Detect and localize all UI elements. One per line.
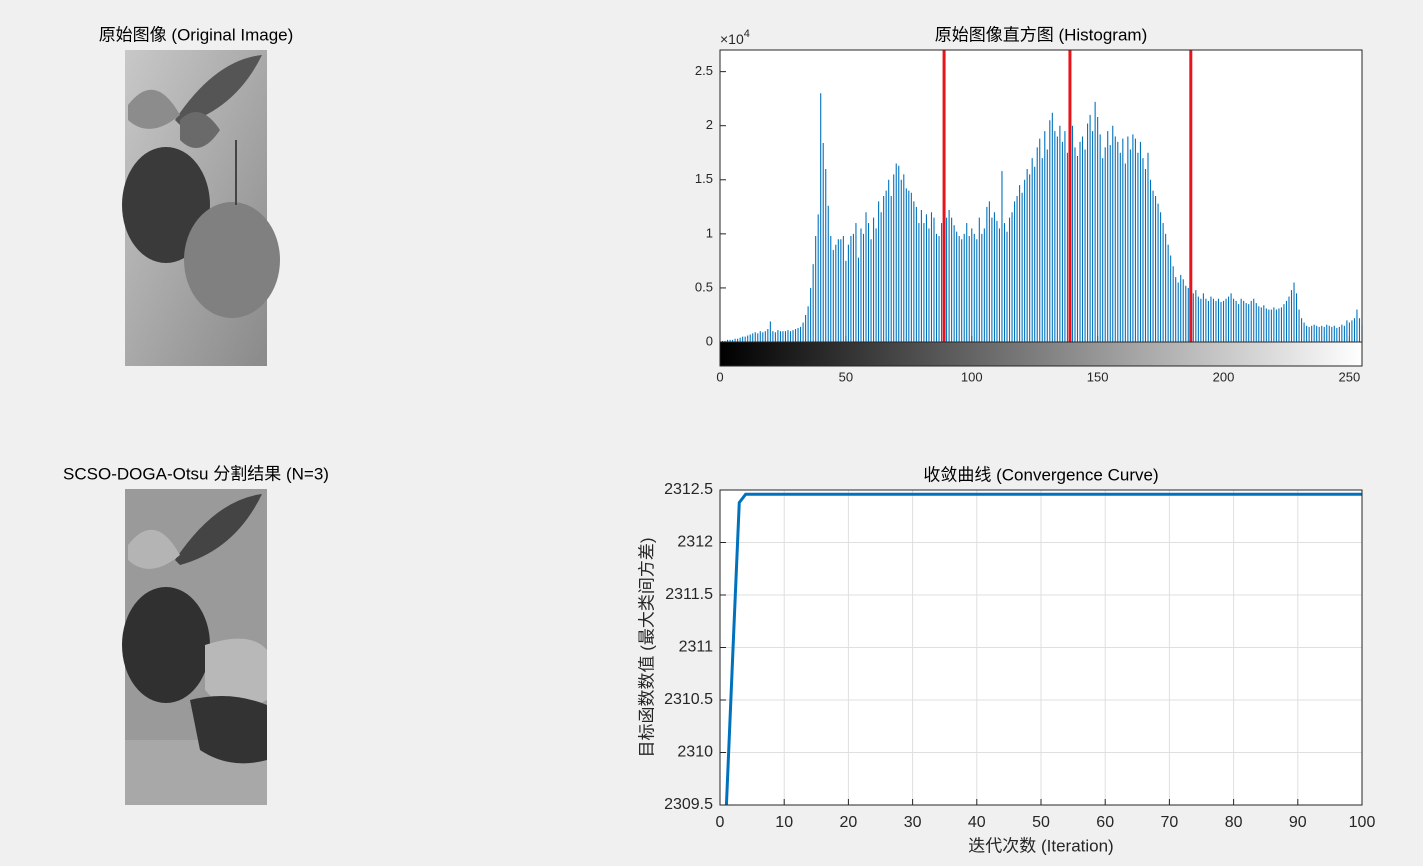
y-tick-label: 2310 (677, 744, 713, 761)
y-tick-label: 2312.5 (664, 481, 713, 498)
axes-box (719, 489, 1363, 806)
x-tick-label: 60 (1096, 814, 1114, 831)
y-tick-label: 2311.5 (665, 586, 713, 603)
segmented-image (122, 489, 267, 805)
x-tick-label: 200 (1213, 369, 1235, 384)
chart-title: 原始图像直方图 (Histogram) (935, 25, 1148, 44)
y-exponent: ×104 (720, 28, 750, 47)
x-tick-label: 10 (775, 814, 793, 831)
x-tick-label: 0 (716, 369, 723, 384)
x-tick-label: 100 (961, 369, 983, 384)
x-axis-label: 迭代次数 (Iteration) (968, 836, 1113, 855)
y-tick-label: 2312 (677, 534, 713, 551)
x-tick-label: 250 (1339, 369, 1361, 384)
image-title: SCSO-DOGA-Otsu 分割结果 (N=3) (63, 464, 329, 483)
x-tick-label: 70 (1161, 814, 1179, 831)
y-tick-label: 2309.5 (664, 796, 713, 813)
chart-title: 收敛曲线 (Convergence Curve) (923, 465, 1158, 484)
gray-colorbar (719, 341, 1363, 367)
y-multiplier: ×10 (720, 31, 744, 47)
y-tick-label: 2310.5 (664, 691, 713, 708)
x-tick-label: 0 (716, 814, 725, 831)
plot-area (720, 50, 1362, 342)
x-tick-label: 80 (1225, 814, 1243, 831)
x-tick-label: 50 (1032, 814, 1050, 831)
x-tick-label: 150 (1087, 369, 1109, 384)
y-tick-label: 2 (706, 117, 713, 132)
image-title: 原始图像 (Original Image) (99, 25, 294, 44)
x-tick-label: 20 (840, 814, 858, 831)
x-tick-label: 100 (1349, 814, 1376, 831)
y-tick-label: 2.5 (695, 63, 713, 78)
y-tick-label: 2311 (679, 639, 714, 656)
y-tick-label: 1.5 (695, 171, 713, 186)
y-axis-label: 目标函数数值 (最大类间方差) (637, 537, 656, 757)
y-exponent-power: 4 (744, 28, 750, 40)
y-tick-label: 0.5 (695, 279, 713, 294)
original-image (122, 50, 280, 366)
x-tick-label: 50 (839, 369, 853, 384)
x-tick-label: 40 (968, 814, 986, 831)
y-tick-label: 0 (706, 333, 713, 348)
y-tick-label: 1 (706, 225, 713, 240)
x-tick-label: 90 (1289, 814, 1307, 831)
convergence-line (724, 492, 1362, 806)
x-tick-label: 30 (904, 814, 922, 831)
